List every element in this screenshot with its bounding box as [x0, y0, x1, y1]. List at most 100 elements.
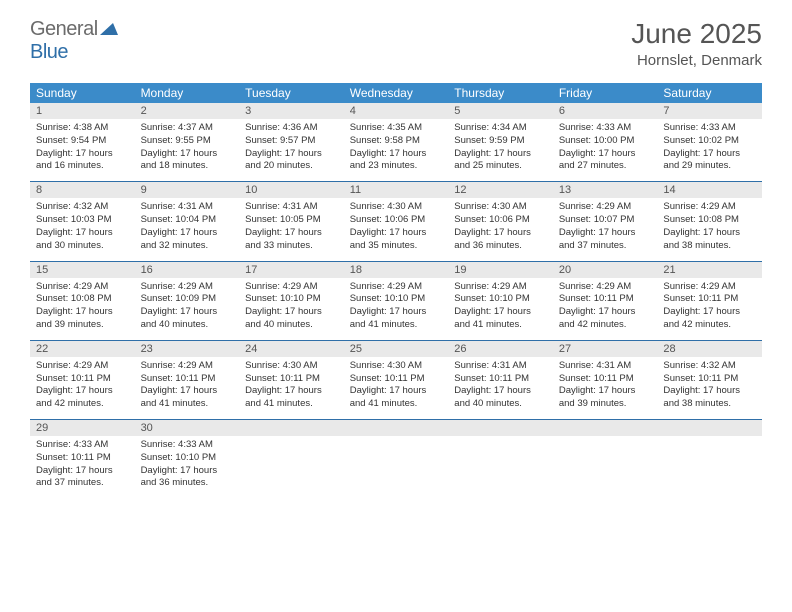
daylight-text: Daylight: 17 hours: [141, 306, 234, 319]
sunset-text: Sunset: 10:04 PM: [141, 214, 234, 227]
sunrise-text: Sunrise: 4:37 AM: [141, 122, 234, 135]
day-number-row: 1234567: [30, 103, 762, 119]
logo-triangle-icon: [100, 22, 118, 39]
day-cell: Sunrise: 4:32 AMSunset: 10:11 PMDaylight…: [657, 357, 762, 419]
day-cell: Sunrise: 4:30 AMSunset: 10:06 PMDaylight…: [448, 198, 553, 260]
sunset-text: Sunset: 10:11 PM: [350, 373, 443, 386]
daylight-text: Daylight: 17 hours: [454, 385, 547, 398]
day-cell: Sunrise: 4:34 AMSunset: 9:59 PMDaylight:…: [448, 119, 553, 181]
day-cell: [553, 436, 658, 498]
sunset-text: Sunset: 10:11 PM: [245, 373, 338, 386]
sunset-text: Sunset: 10:10 PM: [454, 293, 547, 306]
day-number-row: 22232425262728: [30, 341, 762, 357]
day-cell: Sunrise: 4:30 AMSunset: 10:11 PMDaylight…: [239, 357, 344, 419]
page-title: June 2025: [631, 18, 762, 50]
daylight-text: Daylight: 17 hours: [454, 306, 547, 319]
day-cell: Sunrise: 4:31 AMSunset: 10:11 PMDaylight…: [448, 357, 553, 419]
day-cell: [448, 436, 553, 498]
day-cell: Sunrise: 4:30 AMSunset: 10:06 PMDaylight…: [344, 198, 449, 260]
daylight-text: Daylight: 17 hours: [454, 148, 547, 161]
daylight-text-2: and 42 minutes.: [559, 319, 652, 332]
day-number-row: 891011121314: [30, 182, 762, 198]
daylight-text-2: and 33 minutes.: [245, 240, 338, 253]
logo-part1: General: [30, 18, 98, 40]
weekday-sat: Saturday: [657, 83, 762, 103]
daylight-text: Daylight: 17 hours: [663, 306, 756, 319]
sunset-text: Sunset: 10:11 PM: [559, 373, 652, 386]
day-number: 20: [553, 262, 658, 278]
week-block: 1234567Sunrise: 4:38 AMSunset: 9:54 PMDa…: [30, 103, 762, 181]
sunset-text: Sunset: 10:09 PM: [141, 293, 234, 306]
sunset-text: Sunset: 10:11 PM: [454, 373, 547, 386]
sunrise-text: Sunrise: 4:30 AM: [350, 360, 443, 373]
sunset-text: Sunset: 10:10 PM: [141, 452, 234, 465]
daylight-text-2: and 23 minutes.: [350, 160, 443, 173]
sunrise-text: Sunrise: 4:29 AM: [36, 281, 129, 294]
day-cell: Sunrise: 4:31 AMSunset: 10:04 PMDaylight…: [135, 198, 240, 260]
daylight-text: Daylight: 17 hours: [36, 306, 129, 319]
week-block: 2930Sunrise: 4:33 AMSunset: 10:11 PMDayl…: [30, 419, 762, 498]
weekday-tue: Tuesday: [239, 83, 344, 103]
weekday-sun: Sunday: [30, 83, 135, 103]
weekday-fri: Friday: [553, 83, 658, 103]
daylight-text-2: and 37 minutes.: [36, 477, 129, 490]
daylight-text-2: and 41 minutes.: [350, 319, 443, 332]
day-number: 3: [239, 103, 344, 119]
sunset-text: Sunset: 10:06 PM: [454, 214, 547, 227]
day-number: 26: [448, 341, 553, 357]
daylight-text: Daylight: 17 hours: [36, 148, 129, 161]
daylight-text: Daylight: 17 hours: [245, 385, 338, 398]
day-cell: Sunrise: 4:35 AMSunset: 9:58 PMDaylight:…: [344, 119, 449, 181]
day-cell: Sunrise: 4:31 AMSunset: 10:05 PMDaylight…: [239, 198, 344, 260]
day-cell: Sunrise: 4:36 AMSunset: 9:57 PMDaylight:…: [239, 119, 344, 181]
logo-part2: Blue: [30, 41, 68, 63]
location-label: Hornslet, Denmark: [631, 52, 762, 69]
weekday-mon: Monday: [135, 83, 240, 103]
sunset-text: Sunset: 9:59 PM: [454, 135, 547, 148]
sunset-text: Sunset: 10:11 PM: [663, 373, 756, 386]
sunset-text: Sunset: 10:08 PM: [36, 293, 129, 306]
daylight-text: Daylight: 17 hours: [245, 227, 338, 240]
daylight-text-2: and 41 minutes.: [245, 398, 338, 411]
day-number: 10: [239, 182, 344, 198]
daylight-text: Daylight: 17 hours: [141, 227, 234, 240]
day-number: 21: [657, 262, 762, 278]
daylight-text: Daylight: 17 hours: [350, 148, 443, 161]
sunrise-text: Sunrise: 4:30 AM: [454, 201, 547, 214]
day-number-row: 2930: [30, 420, 762, 436]
day-number: 5: [448, 103, 553, 119]
sunset-text: Sunset: 10:06 PM: [350, 214, 443, 227]
sunrise-text: Sunrise: 4:29 AM: [350, 281, 443, 294]
sunrise-text: Sunrise: 4:31 AM: [141, 201, 234, 214]
day-number: 8: [30, 182, 135, 198]
day-number: 13: [553, 182, 658, 198]
daylight-text: Daylight: 17 hours: [663, 148, 756, 161]
daylight-text: Daylight: 17 hours: [36, 385, 129, 398]
daylight-text-2: and 30 minutes.: [36, 240, 129, 253]
day-number: 2: [135, 103, 240, 119]
day-cell: Sunrise: 4:31 AMSunset: 10:11 PMDaylight…: [553, 357, 658, 419]
day-number: 6: [553, 103, 658, 119]
daylight-text-2: and 42 minutes.: [36, 398, 129, 411]
sunrise-text: Sunrise: 4:29 AM: [663, 281, 756, 294]
day-number: [448, 420, 553, 436]
header: General Blue June 2025 Hornslet, Denmark: [0, 0, 792, 77]
day-cell: Sunrise: 4:29 AMSunset: 10:08 PMDaylight…: [657, 198, 762, 260]
sunset-text: Sunset: 10:07 PM: [559, 214, 652, 227]
logo-text: General Blue: [30, 18, 118, 64]
day-number: 11: [344, 182, 449, 198]
sunset-text: Sunset: 10:11 PM: [559, 293, 652, 306]
day-cell: Sunrise: 4:29 AMSunset: 10:10 PMDaylight…: [239, 278, 344, 340]
sunrise-text: Sunrise: 4:33 AM: [141, 439, 234, 452]
sunset-text: Sunset: 10:11 PM: [36, 373, 129, 386]
sunrise-text: Sunrise: 4:31 AM: [559, 360, 652, 373]
sunrise-text: Sunrise: 4:33 AM: [663, 122, 756, 135]
sunrise-text: Sunrise: 4:34 AM: [454, 122, 547, 135]
daylight-text-2: and 40 minutes.: [141, 319, 234, 332]
weekday-header: Sunday Monday Tuesday Wednesday Thursday…: [30, 83, 762, 103]
day-number: 25: [344, 341, 449, 357]
week-block: 891011121314Sunrise: 4:32 AMSunset: 10:0…: [30, 181, 762, 260]
sunset-text: Sunset: 10:05 PM: [245, 214, 338, 227]
logo: General Blue: [30, 18, 118, 64]
weekday-wed: Wednesday: [344, 83, 449, 103]
